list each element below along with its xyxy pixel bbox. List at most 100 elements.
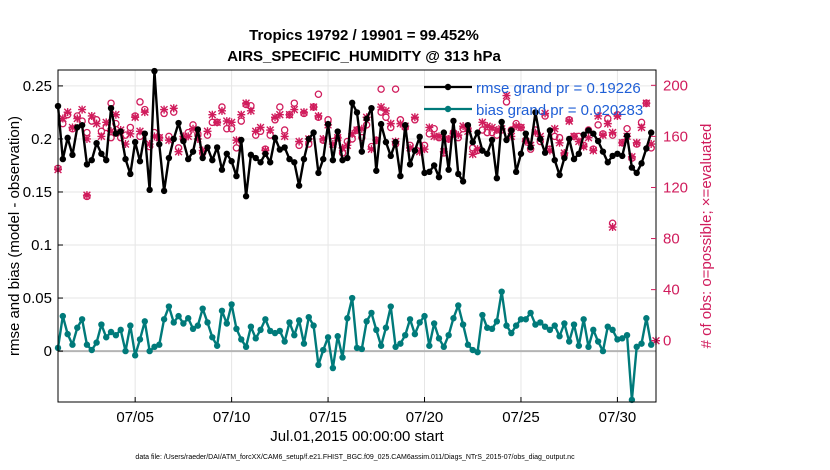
bias-point	[459, 321, 467, 328]
obs-evaluated-glyph	[58, 114, 67, 123]
obs-evaluated-glyph	[78, 105, 87, 114]
rmse-point	[546, 127, 554, 134]
obs-evaluated-glyph	[608, 128, 617, 137]
bias-point	[310, 322, 317, 329]
rmse-point	[382, 138, 390, 146]
obs-evaluated-glyph	[145, 140, 154, 149]
obs-evaluated-glyph	[261, 146, 270, 155]
obs-evaluated-glyph	[531, 128, 540, 137]
obs-evaluated-glyph	[280, 132, 289, 141]
bias-point	[508, 329, 515, 337]
obs-evaluated-glyph	[415, 147, 424, 156]
obs-evaluated-marker	[483, 122, 492, 131]
obs-evaluated-marker	[608, 223, 617, 232]
bias-point	[103, 334, 110, 341]
obs-evaluated-glyph	[348, 129, 357, 138]
rmse-point	[223, 150, 230, 157]
x-tick-label: 07/15	[309, 409, 347, 426]
obs-evaluated-glyph	[222, 117, 231, 126]
obs-evaluated-glyph	[353, 126, 361, 135]
bias-point	[392, 343, 399, 351]
bias-point	[320, 346, 327, 354]
obs-evaluated-glyph	[430, 132, 439, 141]
obs-evaluated-glyph	[126, 129, 135, 138]
bias-point	[455, 302, 462, 309]
rmse-point	[575, 150, 583, 157]
obs-evaluated-marker	[246, 106, 255, 115]
obs-evaluated-marker	[555, 138, 564, 147]
plot-frame	[57, 69, 657, 403]
obs-evaluated-marker	[58, 114, 67, 123]
rmse-line	[56, 69, 653, 198]
obs-evaluated-marker	[78, 105, 87, 114]
x-tick-label: 07/30	[599, 409, 637, 426]
obs-evaluated-marker	[217, 106, 226, 115]
obs-evaluated-glyph	[314, 111, 323, 120]
obs-evaluated-marker	[589, 146, 598, 155]
rmse-point	[565, 135, 573, 143]
obs-evaluated-glyph	[357, 124, 366, 133]
obs-evaluated-glyph	[574, 137, 583, 146]
bias-point	[348, 294, 356, 302]
obs-evaluated-glyph	[174, 147, 183, 156]
rmse-point	[599, 148, 607, 155]
obs-evaluated-marker	[468, 150, 477, 159]
obs-evaluated-marker	[348, 129, 357, 138]
bias-point	[633, 343, 640, 351]
obs-evaluated-glyph	[454, 131, 463, 140]
rmse-point	[334, 128, 341, 135]
rmse-point	[276, 146, 284, 153]
bias-point	[445, 331, 452, 339]
obs-evaluated-glyph	[555, 138, 564, 147]
obs-evaluated-marker	[647, 140, 656, 149]
obs-evaluated-glyph	[516, 123, 525, 132]
rmse-point	[387, 152, 394, 160]
bias-point	[430, 320, 438, 327]
rmse-point	[107, 104, 115, 112]
rmse-point	[74, 124, 81, 131]
rmse-point	[440, 129, 448, 136]
bias-point	[112, 331, 120, 339]
bias-point	[160, 316, 168, 323]
rmse-point	[131, 138, 139, 146]
obs-evaluated-glyph	[444, 134, 453, 143]
rmse-point	[623, 132, 631, 139]
obs-evaluated-marker	[150, 132, 159, 141]
rmse-point	[455, 170, 462, 178]
bias-point	[628, 396, 636, 404]
obs-evaluated-glyph	[603, 119, 612, 128]
x-tick-label: 07/05	[116, 409, 154, 426]
bias-point	[435, 335, 443, 342]
obs-evaluated-glyph	[594, 111, 603, 120]
rmse-point	[238, 136, 245, 144]
obs-evaluated-glyph	[328, 140, 337, 149]
rmse-point	[300, 155, 308, 163]
rmse-point	[363, 115, 370, 122]
y-right-tick-label: 160	[663, 128, 688, 145]
rmse-point	[93, 139, 100, 147]
obs-evaluated-marker	[82, 134, 91, 143]
bias-point	[421, 312, 428, 320]
obs-evaluated-marker	[164, 136, 173, 145]
rmse-point	[643, 145, 650, 152]
obs-evaluated-marker	[642, 99, 651, 108]
obs-evaluated-glyph	[131, 113, 140, 122]
bias-point	[575, 342, 583, 349]
bias-point	[74, 324, 81, 331]
bias-point	[88, 346, 95, 354]
bias-point	[69, 341, 76, 348]
rmse-point	[435, 173, 443, 181]
rmse-point	[83, 161, 91, 168]
obs-evaluated-glyph	[560, 149, 569, 157]
rmse-point	[556, 171, 563, 179]
obs-evaluated-glyph	[545, 146, 554, 155]
obs-evaluated-glyph	[256, 123, 265, 132]
obs-evaluated-glyph	[642, 99, 651, 108]
obs-evaluated-marker	[309, 103, 318, 112]
obs-evaluated-marker	[425, 123, 434, 132]
obs-possible-marker	[391, 85, 400, 93]
obs-evaluated-glyph	[97, 132, 106, 141]
obs-evaluated-marker	[189, 124, 198, 133]
obs-evaluated-glyph	[618, 138, 627, 147]
rmse-point	[339, 156, 346, 164]
